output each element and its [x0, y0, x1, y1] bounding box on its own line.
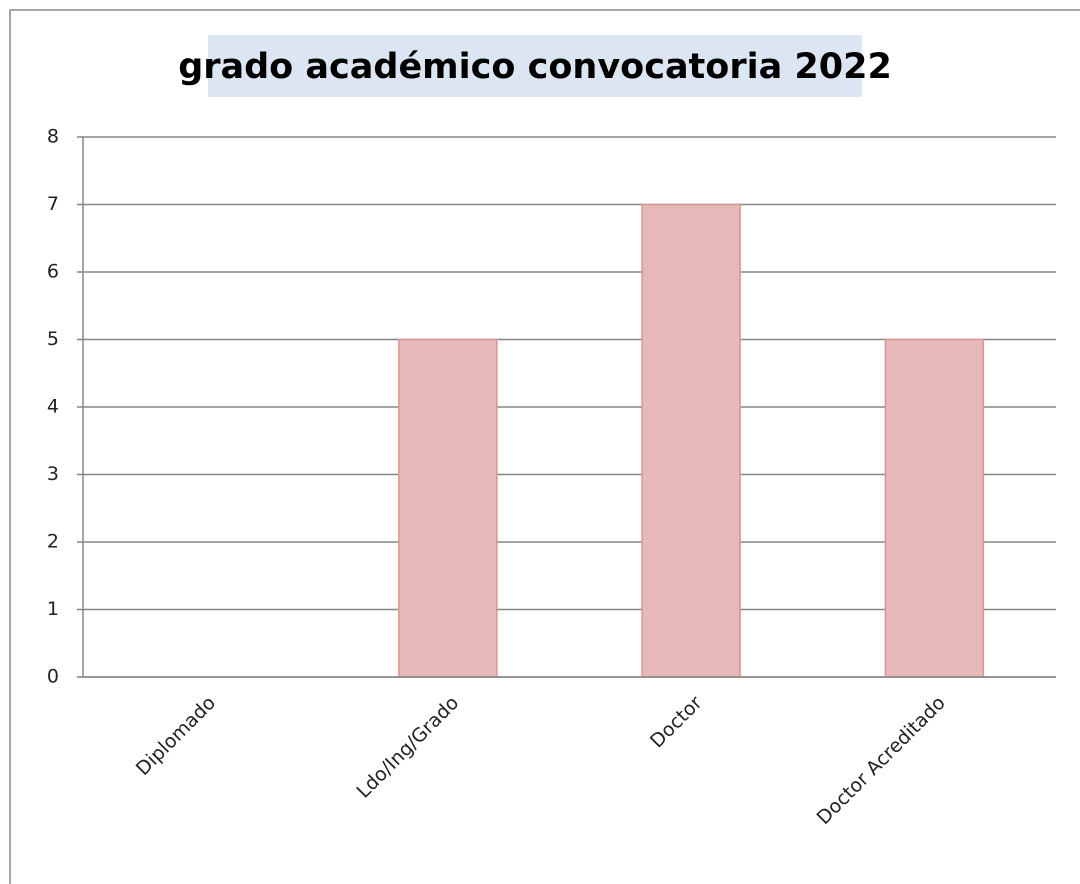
y-tick-label: 0 [47, 666, 59, 688]
y-tick-label: 8 [47, 126, 59, 148]
y-tick-label: 6 [47, 261, 59, 283]
y-tick-label: 2 [47, 531, 59, 553]
bar [398, 338, 498, 678]
bar [884, 338, 985, 678]
chart-title: grado académico convocatoria 2022 [178, 47, 892, 87]
y-tick-label: 3 [47, 463, 59, 485]
bar [641, 203, 741, 678]
y-tick-label: 1 [47, 598, 59, 620]
y-tick-label: 7 [47, 193, 59, 215]
y-tick-label: 5 [47, 328, 59, 350]
title-box [208, 35, 862, 97]
y-tick-label: 4 [47, 396, 59, 418]
